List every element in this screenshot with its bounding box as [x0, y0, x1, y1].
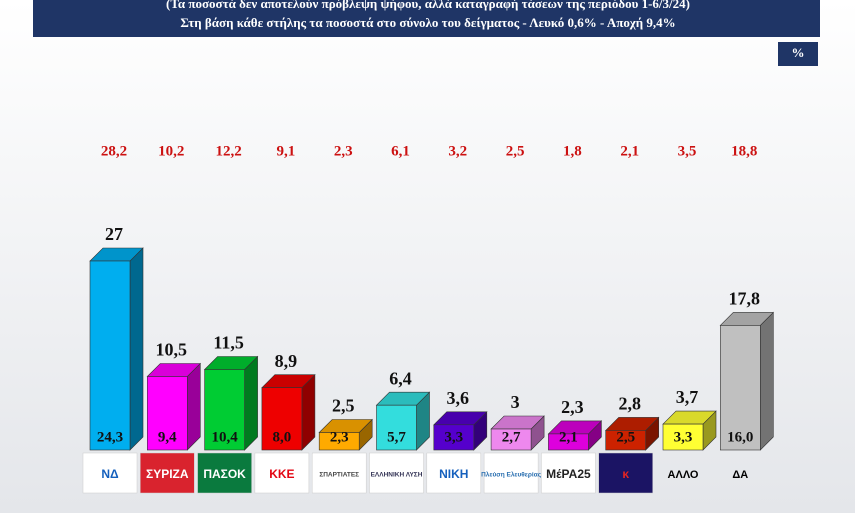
category-label: ΠΑΣΟΚ: [203, 467, 246, 481]
value-label: 8,9: [275, 351, 298, 371]
top-value-label: 2,5: [506, 143, 525, 159]
base-label: 8,0: [273, 429, 292, 445]
base-label: 9,4: [158, 429, 177, 445]
top-value-label: 3,2: [448, 143, 467, 159]
base-label: 5,7: [387, 429, 406, 445]
category-label: ΝΔ: [101, 467, 119, 481]
bar-side: [244, 355, 258, 451]
party-logo: [197, 452, 252, 494]
bar-side: [759, 311, 774, 451]
value-label: 2,3: [561, 397, 584, 417]
category-label: ΚΚΕ: [269, 467, 294, 481]
party-logo: [140, 452, 195, 494]
bar: [89, 260, 131, 451]
category-label: ΔΑ: [732, 469, 748, 481]
base-label: 3,3: [674, 429, 693, 445]
base-label: 2,3: [330, 429, 349, 445]
category-label: ΜέΡΑ25: [546, 467, 591, 481]
top-value-label: 9,1: [277, 143, 296, 159]
bar: [490, 428, 532, 451]
bar: [204, 369, 245, 451]
party-logo: [311, 452, 367, 494]
bar: [376, 404, 417, 451]
category-label: ΑΛΛΟ: [668, 469, 699, 481]
value-label: 2,5: [332, 396, 355, 416]
party-logo: [598, 452, 653, 494]
category-label: ΕΛΛΗΝΙΚΗ ΛΥΣΗ: [371, 472, 423, 479]
bar-side: [129, 247, 144, 451]
unit-box: [778, 42, 818, 66]
value-label: 17,8: [729, 289, 761, 309]
bar: [548, 433, 589, 451]
header-line: (Τα ποσοστά δεν αποτελούν πρόβλεψη ψήφου…: [166, 0, 690, 11]
value-label: 6,4: [389, 368, 412, 388]
header-band: [33, 0, 820, 37]
bar: [719, 325, 761, 451]
party-logo: [426, 452, 482, 494]
top-value-label: 10,2: [158, 143, 184, 159]
top-value-label: 12,2: [215, 143, 241, 159]
base-label: 10,4: [211, 429, 238, 445]
base-label: 16,0: [727, 429, 753, 445]
bar: [318, 432, 360, 451]
top-value-label: 18,8: [731, 143, 757, 159]
category-label: Πλεύση Ελευθερίας: [481, 471, 542, 479]
header-line: Στη βάση κάθε στήλης τα ποσοστά στο σύνο…: [180, 15, 675, 30]
bar: [433, 424, 475, 451]
category-label: κ: [622, 467, 629, 481]
value-label: 3,7: [676, 387, 699, 407]
value-label: 10,5: [156, 340, 188, 360]
party-logo: [541, 452, 596, 494]
top-value-label: 2,3: [334, 143, 353, 159]
bar: [662, 423, 704, 451]
party-logo: [82, 452, 138, 494]
value-label: 3,6: [447, 388, 470, 408]
base-label: 2,5: [616, 429, 635, 445]
bar: [261, 387, 303, 451]
category-label: ΣΥΡΙΖΑ: [146, 467, 189, 481]
top-value-label: 28,2: [101, 143, 127, 159]
bar: [605, 430, 647, 451]
category-label: ΝΙΚΗ: [439, 467, 468, 481]
base-label: 3,3: [444, 429, 463, 445]
category-label: ΣΠΑΡΤΙΑΤΕΣ: [319, 472, 359, 479]
top-value-label: 6,1: [391, 143, 410, 159]
value-label: 3: [511, 392, 520, 412]
base-label: 2,7: [502, 429, 521, 445]
bar: [147, 376, 188, 451]
value-label: 27: [105, 224, 123, 244]
top-value-label: 3,5: [678, 143, 697, 159]
party-logo: [483, 452, 539, 494]
top-value-label: 2,1: [620, 143, 639, 159]
base-label: 2,1: [559, 429, 578, 445]
unit-label: %: [792, 45, 805, 60]
party-logo: [254, 452, 310, 494]
party-logo: [369, 452, 424, 494]
bar-side: [187, 362, 201, 451]
top-value-label: 1,8: [563, 143, 582, 159]
value-label: 2,8: [618, 394, 641, 414]
value-label: 11,5: [213, 333, 244, 353]
base-label: 24,3: [97, 429, 123, 445]
